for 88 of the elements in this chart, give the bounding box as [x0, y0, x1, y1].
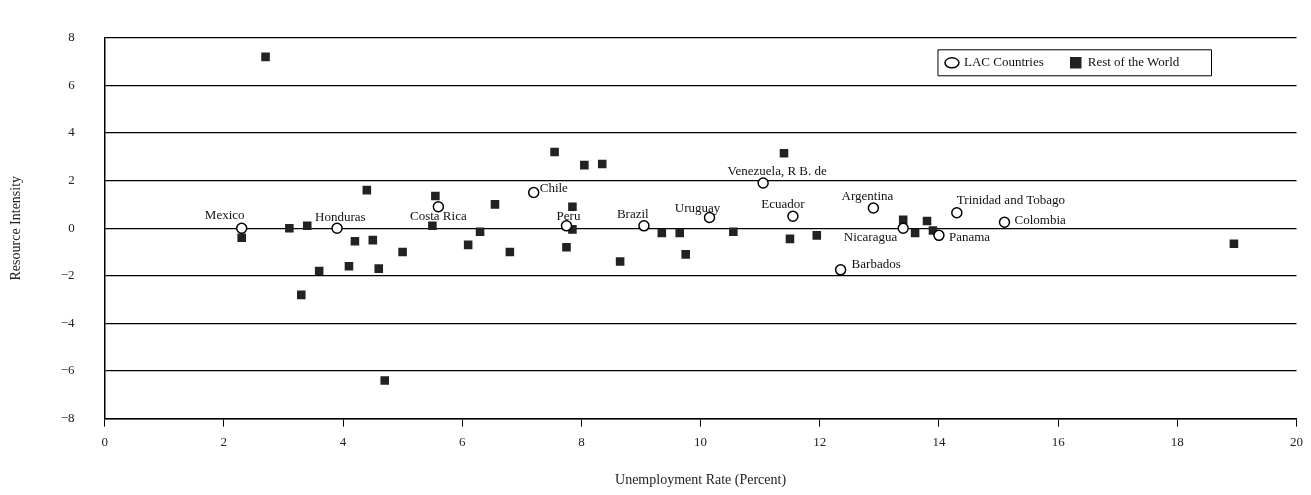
point [297, 290, 306, 300]
point [897, 222, 909, 234]
x-tick-label: 0 [101, 433, 108, 449]
point [998, 216, 1011, 228]
point [779, 148, 789, 158]
y-axis-title: Resource Intensity [8, 175, 24, 281]
x-tick-label: 20 [1290, 433, 1303, 449]
annotation: Chile [539, 179, 569, 195]
point [615, 257, 625, 266]
y-tick-label: 4 [68, 124, 76, 140]
y-tick-label: 6 [68, 76, 76, 92]
x-tick-label: 10 [694, 433, 708, 449]
annotation: Ecuador [761, 195, 806, 211]
y-tick-label: 8 [68, 29, 75, 45]
point [344, 261, 354, 271]
point [550, 147, 559, 157]
x-tick-label: 2 [220, 433, 228, 449]
x-tick-label: 16 [1051, 433, 1066, 449]
point [681, 250, 690, 259]
point [431, 191, 440, 201]
x-tick-label: 6 [458, 433, 466, 449]
y-tick-label: −4 [60, 314, 76, 330]
point [314, 266, 324, 276]
point [285, 223, 294, 233]
point [398, 247, 407, 257]
point [331, 222, 343, 234]
point [757, 177, 769, 189]
point [527, 186, 540, 199]
point [374, 264, 384, 273]
point [350, 237, 360, 246]
y-tick-label: −2 [60, 267, 75, 283]
point [597, 159, 607, 169]
point [490, 200, 500, 209]
point [562, 242, 571, 252]
legend-label: LAC Countries [963, 54, 1044, 70]
annotation: Trinidad and Tobago [956, 192, 1065, 208]
annotation: Brazil [616, 206, 650, 222]
y-tick-label: 0 [68, 219, 75, 235]
y-tick-label: −8 [60, 410, 75, 426]
point [933, 229, 945, 242]
point [428, 221, 437, 231]
point [432, 201, 445, 213]
point [787, 210, 799, 223]
x-axis-title: Unemployment Rate (Percent) [615, 472, 787, 489]
x-tick-label: 8 [578, 433, 585, 449]
annotation: Barbados [851, 256, 901, 272]
x-tick-label: 4 [339, 433, 347, 449]
point [475, 227, 485, 237]
point [380, 376, 390, 385]
point [867, 202, 880, 214]
point [729, 227, 738, 237]
point [463, 240, 473, 250]
point [951, 206, 963, 219]
point [235, 222, 248, 234]
point [785, 234, 795, 244]
point [560, 220, 573, 232]
annotation: Panama [948, 228, 991, 244]
point [362, 185, 372, 195]
point [261, 52, 270, 62]
point [505, 247, 515, 257]
annotation: Costa Rica [410, 208, 467, 224]
point [1229, 239, 1239, 248]
annotation: Honduras [315, 208, 366, 224]
annotation: Venezuela, R B. de [727, 163, 827, 179]
point [237, 233, 246, 243]
y-tick-label: 2 [68, 172, 75, 188]
point [834, 264, 847, 276]
annotation: Colombia [1014, 211, 1066, 227]
y-tick-label: −6 [60, 362, 76, 378]
point [568, 202, 577, 212]
point [657, 228, 667, 238]
x-tick-label: 14 [932, 433, 946, 449]
point [812, 231, 822, 240]
annotation: Nicaragua [843, 228, 898, 244]
point [580, 160, 589, 170]
point [675, 228, 684, 238]
legend-label: Rest of the World [1087, 54, 1180, 70]
x-tick-label: 18 [1170, 433, 1184, 449]
x-tick-label: 12 [813, 433, 827, 449]
annotation: Peru [556, 208, 581, 224]
annotation: Argentina [841, 188, 894, 204]
annotation: Uruguay [674, 199, 721, 215]
point [910, 228, 920, 238]
point [368, 235, 378, 245]
annotation: Mexico [204, 206, 245, 222]
point [302, 221, 312, 231]
point [922, 216, 932, 226]
point [638, 220, 650, 232]
